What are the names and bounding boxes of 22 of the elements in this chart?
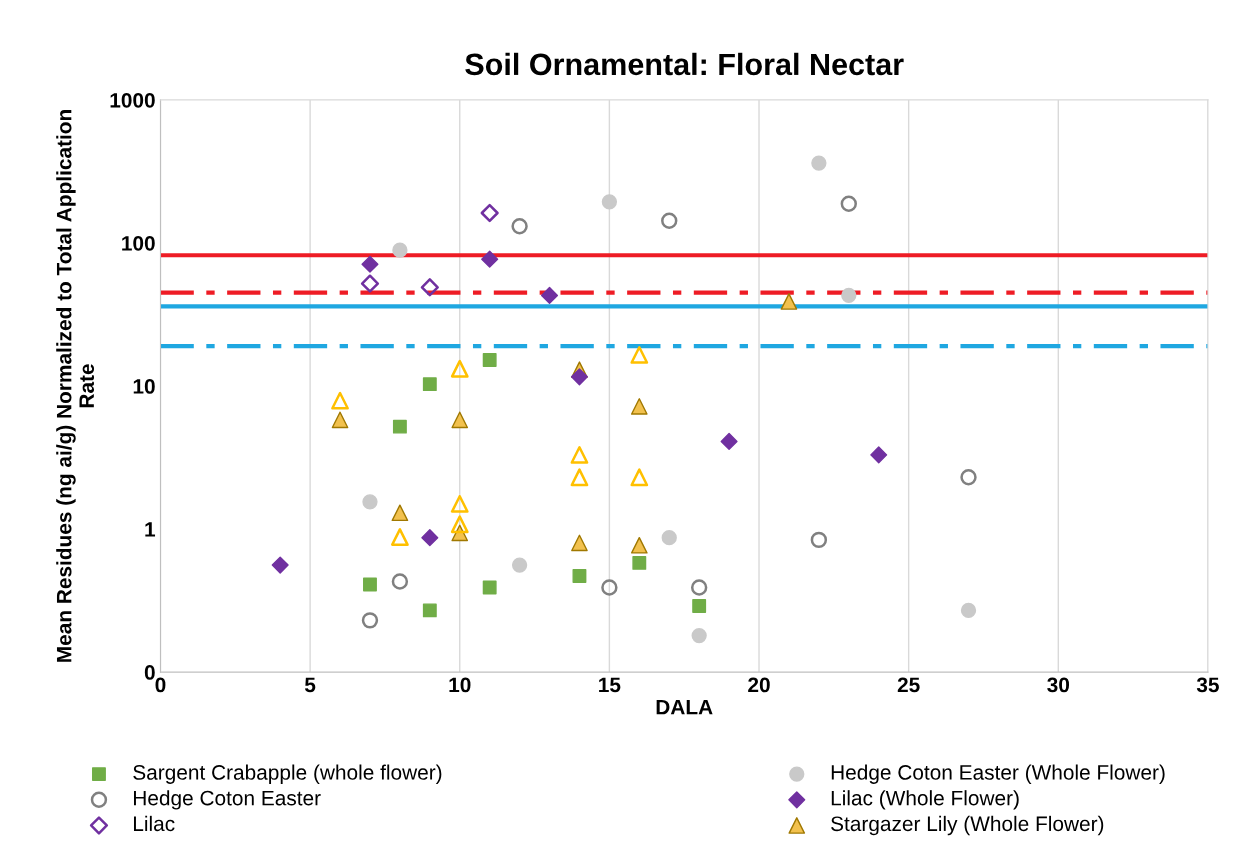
chart-title: Soil Ornamental: Floral Nectar: [465, 52, 904, 76]
legend-label: Lilac (Whole Flower): [831, 790, 1019, 810]
y-axis-title: Mean Residues (ng ai/g) Normalized to Total Application Rate: [56, 110, 95, 662]
legend-label: Lilac: [134, 815, 175, 832]
legend-label: Hedge Coton Easter (Whole Flower): [831, 764, 1165, 784]
x-tick-label: 20: [748, 677, 770, 693]
x-tick-label: 10: [449, 677, 471, 693]
y-tick-label: 1000: [110, 92, 155, 108]
legend-label: Sargent Crabapple (whole flower): [133, 764, 442, 784]
x-tick-label: 15: [599, 677, 621, 693]
y-tick-label: 100: [122, 235, 155, 251]
x-tick-label: 0: [155, 677, 166, 693]
x-tick-label: 25: [897, 677, 920, 693]
x-axis-title: DALA: [656, 699, 713, 715]
x-tick-label: 35: [1196, 677, 1219, 693]
legend-label: Stargazer Lily (Whole Flower): [831, 815, 1104, 836]
y-tick-label: 10: [133, 379, 155, 394]
y-tick-label: 0: [144, 665, 155, 680]
x-tick-label: 30: [1047, 677, 1070, 693]
legend-label: Hedge Coton Easter: [134, 790, 321, 810]
y-tick-label: 1: [145, 522, 156, 537]
x-tick-label: 5: [304, 677, 316, 693]
